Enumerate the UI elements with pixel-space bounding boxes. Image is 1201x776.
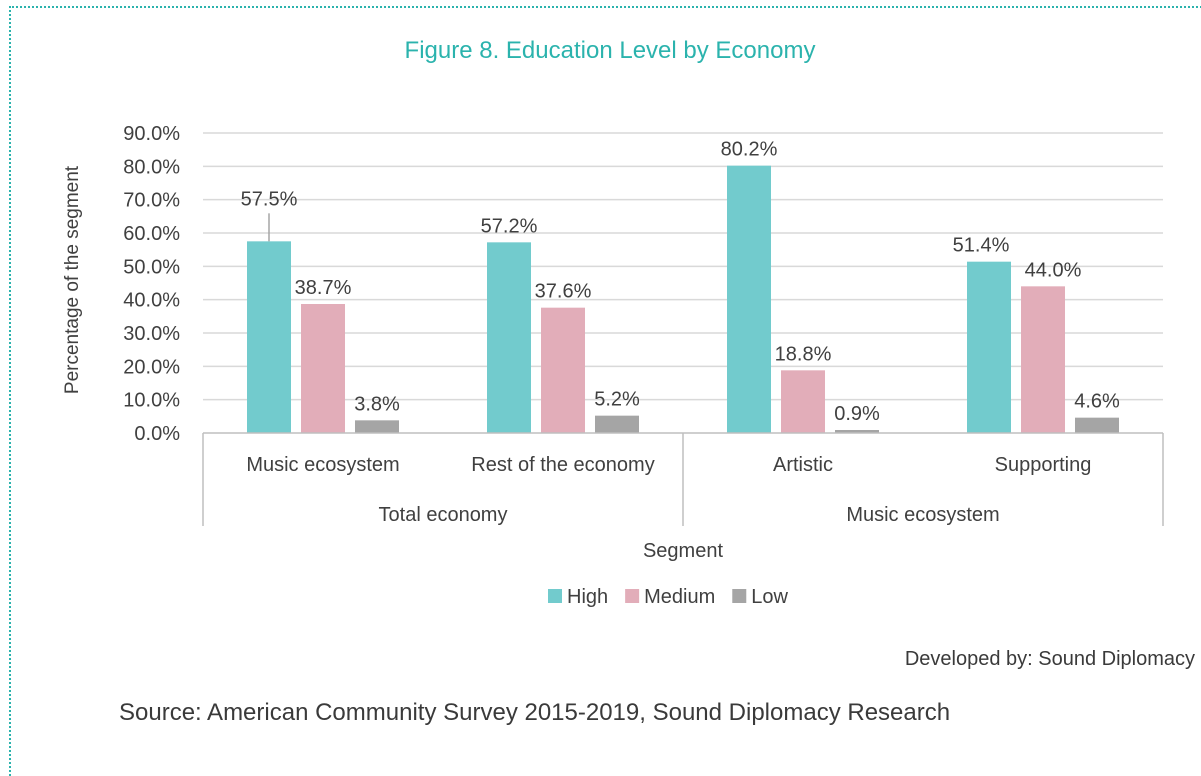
data-label: 44.0% [1025,259,1082,281]
y-tick-label: 40.0% [123,290,180,312]
bar-high [247,241,291,433]
bar-low [595,415,639,433]
data-label: 57.2% [481,215,538,237]
y-tick-labels: 0.0% 10.0% 20.0% 30.0% 40.0% 50.0% 60.0% 70.0% 8… [123,123,180,445]
y-tick-label: 80.0% [123,156,180,178]
credit-text: Developed by: Sound Diplomacy [904,648,1195,670]
x-axis-label: Segment [643,540,723,562]
data-label: 5.2% [594,389,640,411]
data-label: 51.4% [953,235,1010,257]
bar-medium [541,307,585,433]
legend-swatch [548,589,562,603]
bars [247,165,1119,433]
x-tick-label: Artistic [773,454,833,476]
y-tick-label: 20.0% [123,356,180,378]
bar-high [727,165,771,433]
x-axis: Music ecosystem Rest of the economy Artist… [202,432,1164,526]
data-label: 0.9% [834,403,880,425]
bar-low [835,430,879,433]
y-tick-label: 60.0% [123,223,180,245]
source-text: Source: American Community Survey 2015-2… [119,699,951,726]
data-labels: 57.5% 38.7% 3.8% 57.2% 37.6% 5.2% 80.2% 18.8% 0.… [241,139,1120,425]
bar-high [967,261,1011,433]
y-axis-label: Percentage of the segment [62,165,83,394]
chart-title: Figure 8. Education Level by Economy [405,37,816,64]
legend-label: Medium [644,586,715,608]
data-label: 18.8% [775,343,832,365]
y-tick-label: 30.0% [123,323,180,345]
legend-swatch [625,589,640,603]
gridlines [203,132,1163,401]
data-label: 80.2% [721,139,778,161]
y-tick-label: 0.0% [134,423,180,445]
x-tick-label: Supporting [995,454,1092,476]
data-label: 38.7% [295,277,352,299]
bar-high [487,242,531,433]
y-tick-label: 10.0% [123,390,180,412]
figure-frame [9,6,1201,776]
group-label: Music ecosystem [846,504,999,526]
bar-medium [781,370,825,433]
bar-low [355,420,399,433]
data-label: 3.8% [354,393,400,415]
legend-label: High [567,586,608,608]
legend-label: Low [751,586,788,608]
data-label: 4.6% [1074,391,1120,413]
y-tick-label: 70.0% [123,190,180,212]
y-tick-label: 90.0% [123,123,180,145]
data-label: 37.6% [535,281,592,303]
bar-medium [301,304,345,433]
x-tick-label: Music ecosystem [246,454,399,476]
legend-swatch [732,589,747,603]
data-label: 57.5% [241,188,298,210]
legend: High Medium Low [548,586,789,608]
y-tick-label: 50.0% [123,256,180,278]
bar-low [1075,417,1119,433]
x-tick-label: Rest of the economy [471,454,654,476]
bar-medium [1021,286,1065,433]
group-label: Total economy [379,504,508,526]
